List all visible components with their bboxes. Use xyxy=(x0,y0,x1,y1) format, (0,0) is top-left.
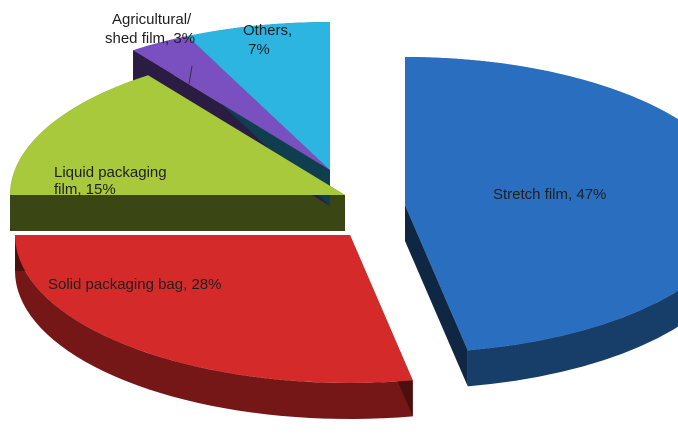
label-liquid-packaging-film-line1: Liquid packaging xyxy=(54,164,167,181)
slice-wall-stretch-film-1 xyxy=(405,205,468,387)
slice-wall-liquid-packaging-film-0 xyxy=(10,195,345,231)
label-others-line1: Others, xyxy=(243,22,292,39)
slice-liquid-packaging-film xyxy=(10,75,345,195)
slice-labels: Stretch film, 47% Solid packaging bag, 2… xyxy=(48,11,606,293)
label-liquid-packaging-film-line2: film, 15% xyxy=(54,181,116,198)
label-agricultural-line2: shed film, 3% xyxy=(105,30,195,47)
label-others-line2: 7% xyxy=(248,41,270,58)
slice-side-solid-packaging-bag xyxy=(15,235,413,419)
label-stretch-film: Stretch film, 47% xyxy=(493,186,606,203)
slice-others xyxy=(187,22,330,170)
label-solid-packaging-bag: Solid packaging bag, 28% xyxy=(48,276,221,293)
label-agricultural-line1: Agricultural/ xyxy=(112,11,192,28)
slice-stretch-film xyxy=(405,57,678,351)
agricultural-leader-line xyxy=(188,65,193,85)
slice-solid-packaging-bag xyxy=(15,235,413,383)
slice-agricultural-shed-film xyxy=(133,36,330,170)
slice-tops xyxy=(10,22,678,383)
